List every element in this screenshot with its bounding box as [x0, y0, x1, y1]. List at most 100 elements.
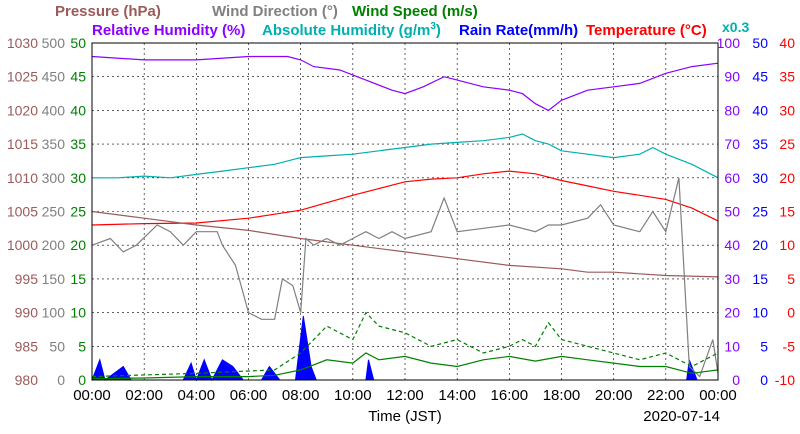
wind-direction-line	[91, 177, 719, 378]
wind_direction-tick-label: 150	[42, 271, 66, 287]
wind_speed-tick-label: 15	[70, 271, 86, 287]
chart-date: 2020-07-14	[643, 408, 720, 425]
wind_speed-tick-label: 30	[70, 170, 86, 186]
wind_speed-tick-label: 45	[70, 69, 86, 85]
x-axis-label: Time (JST)	[368, 408, 442, 425]
pressure-tick-label: 985	[15, 338, 39, 354]
rain_rate-tick-label: 20	[752, 237, 768, 253]
legend-absolute-humidity-sup: 3	[430, 21, 436, 32]
pressure-tick-label: 1005	[7, 204, 38, 220]
pressure-tick-label: 980	[15, 372, 39, 388]
temperature-line	[91, 170, 719, 226]
wind_direction-tick-label: 100	[42, 305, 66, 321]
absolute-humidity-x03-line	[92, 133, 719, 179]
pressure-line	[91, 210, 719, 278]
x-tick-label: 14:00	[438, 387, 476, 404]
temperature-tick-label: 35	[779, 69, 795, 85]
pressure-tick-label: 1010	[7, 170, 38, 186]
rain_rate-tick-label: 50	[752, 35, 768, 51]
wind_speed-tick-label: 5	[78, 338, 86, 354]
rain_rate-tick-label: 10	[752, 305, 768, 321]
legend-absolute-humidity: Absolute Humidity (g/m3)	[262, 21, 441, 39]
pressure-tick-label: 1025	[7, 69, 38, 85]
rain_rate-tick-label: 30	[752, 170, 768, 186]
x-tick-label: 10:00	[334, 387, 372, 404]
rain_rate-tick-label: 35	[752, 136, 768, 152]
x-tick-label: 06:00	[230, 387, 268, 404]
temperature-tick-label: 25	[779, 136, 795, 152]
wind_speed-tick-label: 40	[70, 102, 86, 118]
legend-wind-direction: Wind Direction (°)	[212, 3, 338, 20]
legend-absolute-humidity-close: )	[436, 22, 441, 39]
rain_rate-tick-label: 0	[760, 372, 768, 388]
wind_speed-tick-label: 25	[70, 204, 86, 220]
legend-rain-rate: Rain Rate(mm/h)	[459, 22, 578, 39]
humidity-tick-label: 10	[724, 338, 740, 354]
x-tick-label: 08:00	[282, 387, 320, 404]
temperature-tick-label: 20	[779, 170, 795, 186]
temperature-tick-label: 0	[787, 305, 795, 321]
humidity-tick-label: 30	[724, 271, 740, 287]
humidity-tick-label: 90	[724, 69, 740, 85]
wind_direction-tick-label: 250	[42, 204, 66, 220]
wind_speed-tick-label: 20	[70, 237, 86, 253]
humidity-tick-label: 100	[717, 35, 741, 51]
legend-temperature: Temperature (°C)	[586, 22, 707, 39]
relative-humidity-line	[91, 55, 719, 112]
humidity-tick-label: 70	[724, 136, 740, 152]
plot-frame	[91, 42, 719, 381]
rain_rate-tick-label: 40	[752, 102, 768, 118]
wind_direction-tick-label: 200	[42, 237, 66, 253]
wind_direction-tick-label: 500	[42, 35, 66, 51]
temperature-tick-label: -10	[775, 372, 795, 388]
humidity-tick-label: 0	[732, 372, 740, 388]
x-tick-label: 04:00	[178, 387, 216, 404]
wind_direction-tick-label: 0	[57, 372, 65, 388]
rain_rate-tick-label: 5	[760, 338, 768, 354]
wind_direction-tick-label: 300	[42, 170, 66, 186]
temperature-tick-label: -5	[783, 338, 796, 354]
pressure-tick-label: 1030	[7, 35, 38, 51]
x-tick-label: 22:00	[647, 387, 685, 404]
temperature-tick-label: 40	[779, 35, 795, 51]
x-tick-label: 02:00	[125, 387, 163, 404]
wind_speed-tick-label: 10	[70, 305, 86, 321]
series-group	[91, 55, 719, 382]
humidity-tick-label: 40	[724, 237, 740, 253]
legend-absolute-humidity-text: Absolute Humidity (g/m	[262, 22, 430, 39]
wind_speed-tick-label: 35	[70, 136, 86, 152]
humidity-tick-label: 60	[724, 170, 740, 186]
rain_rate-tick-label: 25	[752, 204, 768, 220]
legend: Pressure (hPa) Wind Direction (°) Wind Spe…	[55, 3, 749, 39]
pressure-tick-label: 990	[15, 305, 39, 321]
wind_direction-tick-label: 50	[49, 338, 65, 354]
left-axes: 1030102510201015101010051000995990985980…	[7, 35, 86, 388]
x-tick-label: 00:00	[699, 387, 737, 404]
right-axes: 1009080706050403020100504540353025201510…	[717, 35, 796, 388]
humidity-tick-label: 20	[724, 305, 740, 321]
wind_speed-tick-label: 0	[78, 372, 86, 388]
wind-speed-line	[91, 352, 719, 380]
rain_rate-tick-label: 45	[752, 69, 768, 85]
temperature-tick-label: 5	[787, 271, 795, 287]
x-axis: 00:00 02:00 04:00 06:00 08:00 10:00 12:00 14:00…	[73, 387, 737, 404]
humidity-tick-label: 50	[724, 204, 740, 220]
pressure-tick-label: 995	[15, 271, 39, 287]
x-tick-label: 18:00	[543, 387, 581, 404]
legend-relative-humidity: Relative Humidity (%)	[92, 22, 245, 39]
pressure-tick-label: 1000	[7, 237, 38, 253]
wind-gust-line	[91, 311, 719, 378]
grid	[92, 43, 718, 380]
humidity-tick-label: 80	[724, 102, 740, 118]
temperature-tick-label: 15	[779, 204, 795, 220]
pressure-tick-label: 1020	[7, 102, 38, 118]
wind_direction-tick-label: 450	[42, 69, 66, 85]
temperature-tick-label: 10	[779, 237, 795, 253]
temperature-tick-label: 30	[779, 102, 795, 118]
rain_rate-tick-label: 15	[752, 271, 768, 287]
wind_speed-tick-label: 50	[70, 35, 86, 51]
pressure-tick-label: 1015	[7, 136, 38, 152]
legend-wind-speed: Wind Speed (m/s)	[352, 3, 478, 20]
x-tick-label: 12:00	[386, 387, 424, 404]
